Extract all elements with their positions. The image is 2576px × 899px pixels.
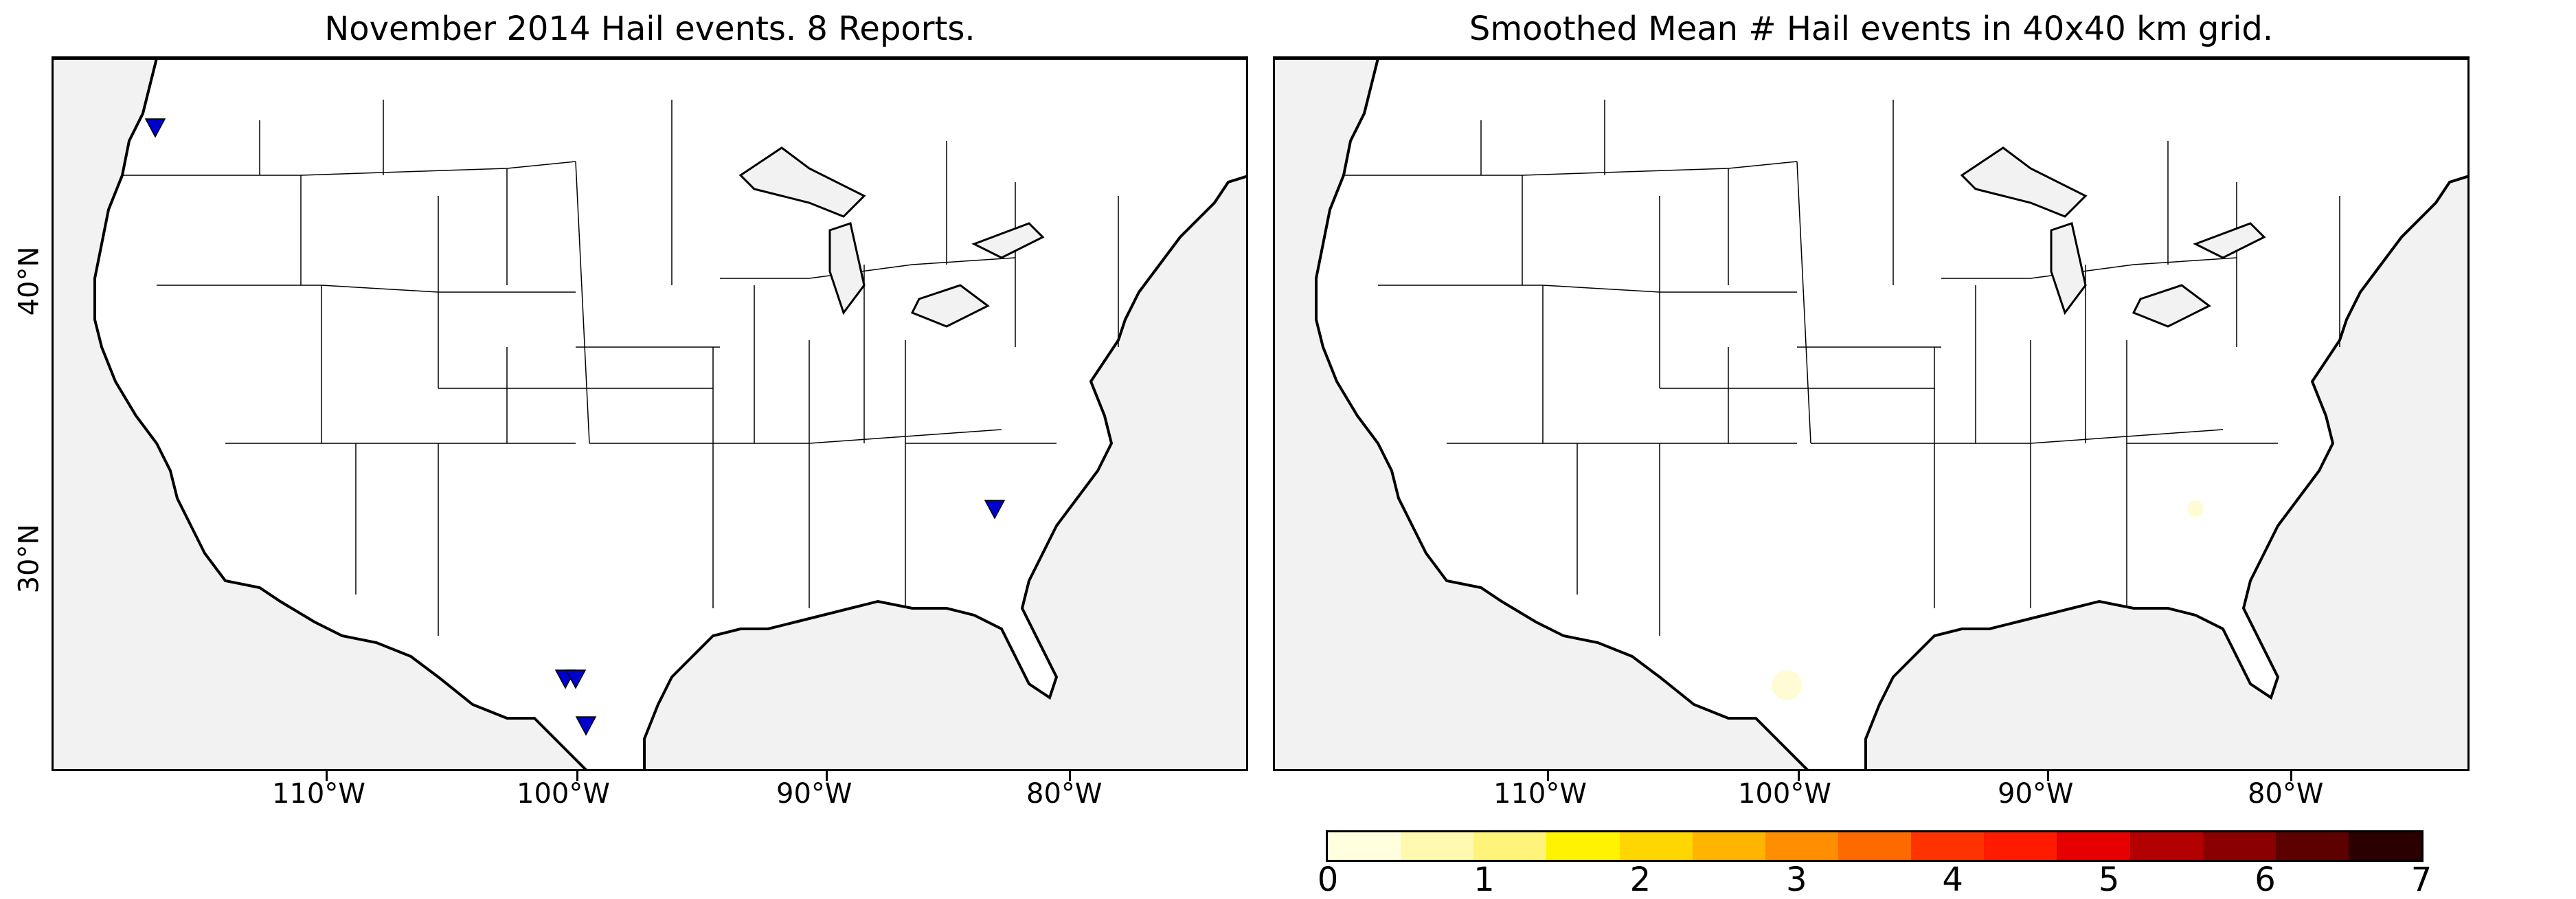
- great-lake: [2193, 222, 2266, 259]
- state-border: [1796, 161, 1811, 444]
- tick-110w-right: [1547, 771, 1549, 781]
- hail-report-marker: [984, 500, 1006, 520]
- great-lake: [738, 146, 866, 218]
- hail-report-markers: [144, 118, 1006, 736]
- colorbar-segment: [2202, 832, 2276, 860]
- state-border: [2030, 429, 2224, 444]
- colorbar-segment: [2129, 832, 2203, 860]
- left-lat-label-40n: 40°N: [13, 246, 45, 316]
- colorbar-segment: [2275, 832, 2349, 860]
- colorbar-segment: [1546, 832, 1620, 860]
- left-lon-label-80w: 80°W: [1026, 778, 1103, 810]
- left-lon-label-110w: 110°W: [272, 778, 365, 810]
- colorbar-label: 5: [2098, 861, 2120, 899]
- colorbar-label: 6: [2255, 861, 2276, 899]
- tick-80w-right: [2290, 771, 2292, 781]
- land-mass: [54, 58, 1246, 769]
- right-lon-label-110w: 110°W: [1493, 778, 1587, 810]
- tick-100w: [576, 771, 578, 781]
- colorbar-segment: [1692, 832, 1765, 860]
- colorbar-segment: [2057, 832, 2130, 860]
- hail-report-marker: [144, 118, 166, 138]
- tick-110w: [326, 771, 328, 781]
- colorbar-label: 2: [1629, 861, 1651, 899]
- colorbar-segment: [1473, 832, 1547, 860]
- smoothed-hail-density: [1772, 500, 2204, 700]
- colorbar-segment: [1401, 832, 1474, 860]
- density-cell: [1772, 670, 1802, 700]
- colorbar-label: 3: [1786, 861, 1807, 899]
- colorbar-segment: [1984, 832, 2057, 860]
- land-mass: [1275, 58, 2467, 769]
- left-lon-label-90w: 90°W: [776, 778, 852, 810]
- tick-90w: [826, 771, 828, 781]
- great-lake: [971, 222, 1045, 259]
- colorbar-label: 1: [1473, 861, 1495, 899]
- right-lon-label-100w: 100°W: [1738, 778, 1831, 810]
- great-lake: [910, 284, 990, 328]
- great-lake: [1960, 146, 2088, 218]
- colorbar-segment: [1765, 832, 1838, 860]
- left-map-svg: [54, 58, 1246, 769]
- right-lon-label-90w: 90°W: [1998, 778, 2074, 810]
- right-map-svg: [1275, 58, 2467, 769]
- left-lat-label-30n: 30°N: [13, 524, 45, 594]
- hail-report-marker: [565, 669, 587, 689]
- hail-report-marker: [575, 716, 597, 736]
- tick-100w-right: [1798, 771, 1800, 781]
- great-lake: [2132, 284, 2211, 328]
- left-map[interactable]: [52, 56, 1248, 771]
- colorbar-label: 0: [1317, 861, 1339, 899]
- tick-80w: [1069, 771, 1071, 781]
- colorbar-segment: [1911, 832, 1985, 860]
- right-map[interactable]: [1273, 56, 2470, 771]
- left-map-title: November 2014 Hail events. 8 Reports.: [324, 10, 975, 48]
- left-lon-label-100w: 100°W: [517, 778, 610, 810]
- state-border: [575, 161, 590, 444]
- colorbar-segment: [2348, 832, 2422, 860]
- colorbar-label: 7: [2410, 861, 2432, 899]
- density-cell: [2187, 500, 2204, 517]
- great-lake: [828, 222, 866, 315]
- colorbar: [1326, 830, 2424, 862]
- right-lon-label-80w: 80°W: [2248, 778, 2324, 810]
- colorbar-segment: [1328, 832, 1401, 860]
- colorbar-segment: [1838, 832, 1912, 860]
- right-map-title: Smoothed Mean # Hail events in 40x40 km …: [1469, 10, 2274, 48]
- colorbar-segment: [1619, 832, 1693, 860]
- colorbar-label: 4: [1942, 861, 1963, 899]
- great-lake: [2050, 222, 2087, 315]
- tick-90w-right: [2047, 771, 2049, 781]
- state-border: [809, 429, 1002, 444]
